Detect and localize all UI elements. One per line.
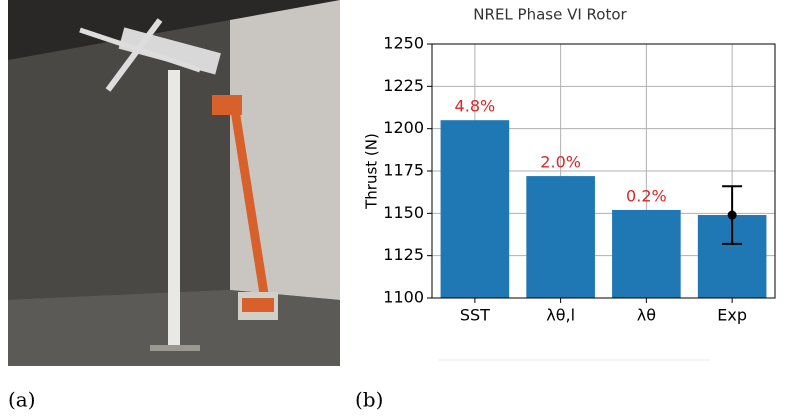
y-axis-label: Thrust (N) — [363, 133, 381, 210]
y-tick-label: 1175 — [383, 161, 424, 180]
chart-title: NREL Phase VI Rotor — [473, 6, 627, 24]
value-annotation: 4.8% — [455, 97, 496, 116]
x-tick-label: λθ,l — [546, 306, 575, 325]
y-tick-label: 1150 — [383, 203, 424, 222]
y-tick-label: 1125 — [383, 245, 424, 264]
bar — [612, 210, 681, 298]
bar — [441, 120, 510, 298]
panel-label: (b) — [355, 388, 383, 412]
x-tick-label: λθ — [637, 306, 656, 325]
value-annotation: 0.2% — [626, 186, 667, 205]
y-tick-label: 1250 — [383, 34, 424, 53]
error-point — [728, 211, 737, 220]
y-tick-label: 1225 — [383, 76, 424, 95]
photo — [8, 0, 340, 366]
x-tick-label: Exp — [717, 306, 747, 325]
value-annotation: 2.0% — [540, 153, 581, 172]
figure: (a) (b) NREL Phase VI Rotor Thrust (N) 1… — [0, 0, 793, 417]
panel-label: (a) — [8, 388, 36, 412]
y-tick-label: 1200 — [383, 118, 424, 137]
x-tick-label: SST — [460, 306, 490, 325]
y-tick-label: 1100 — [383, 288, 424, 307]
bar — [526, 176, 595, 298]
